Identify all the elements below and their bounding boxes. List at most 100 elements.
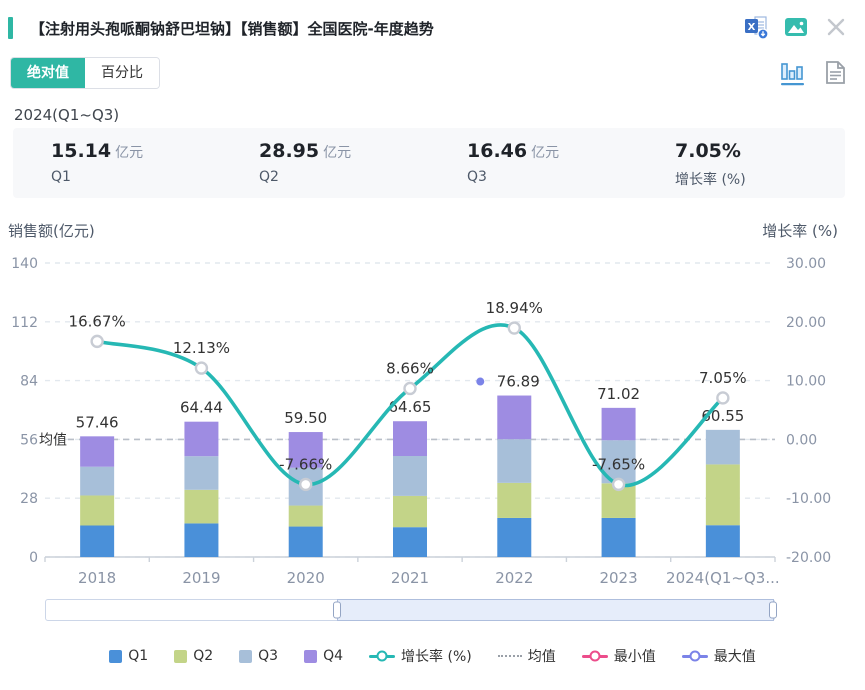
bar-segment-q2-2021[interactable] — [393, 495, 427, 528]
left-axis-tick: 28 — [20, 491, 38, 507]
left-axis-tick: 84 — [20, 374, 38, 390]
legend-item-[interactable]: 增长率 (%) — [369, 646, 472, 666]
stat-q2: 28.95 亿元 Q2 — [221, 128, 429, 198]
growth-point-2023[interactable] — [611, 477, 626, 492]
data-zoom-handle-right[interactable] — [769, 601, 777, 619]
bar-segment-q1-2023[interactable] — [601, 517, 636, 557]
stat-q1-label: Q1 — [51, 169, 71, 185]
absolute-value-tab[interactable]: 绝对值 — [11, 58, 85, 88]
left-axis-tick: 140 — [11, 256, 38, 272]
stat-growth-value: 7.05% — [675, 140, 741, 162]
bar-segment-q1-2024(Q1~Q3...[interactable] — [705, 525, 740, 557]
stat-q2-unit: 亿元 — [323, 145, 352, 161]
stat-growth: 7.05% 增长率 (%) — [637, 128, 845, 198]
x-axis-label: 2024(Q1~Q3... — [666, 569, 780, 587]
x-axis-label: 2018 — [78, 569, 116, 587]
legend-item-q3[interactable]: Q3 — [239, 648, 278, 664]
legend-item-[interactable]: 最大值 — [681, 646, 756, 666]
bar-segment-q4-2021[interactable] — [393, 421, 427, 456]
x-axis-label: 2020 — [287, 569, 325, 587]
stat-q2-label: Q2 — [259, 169, 279, 185]
growth-point-2022[interactable] — [507, 321, 521, 335]
legend-item-q2[interactable]: Q2 — [174, 648, 213, 664]
left-axis-tick: 56 — [20, 432, 38, 448]
data-zoom-slider[interactable] — [45, 599, 777, 621]
legend-label: Q1 — [128, 648, 149, 664]
data-zoom-handle-left[interactable] — [333, 601, 342, 619]
bar-segment-q1-2020[interactable] — [288, 526, 323, 557]
bar-segment-q3-2022[interactable] — [497, 439, 532, 483]
legend-item-q4[interactable]: Q4 — [304, 648, 343, 664]
x-axis-label: 2022 — [495, 569, 533, 587]
image-export-icon[interactable] — [783, 14, 809, 40]
growth-point-2019[interactable] — [194, 361, 209, 375]
legend-label: 最小值 — [613, 649, 656, 665]
stat-q1-value: 15.14 — [51, 140, 112, 162]
bar-segment-q3-2018[interactable] — [80, 466, 115, 496]
x-axis-label: 2019 — [182, 569, 220, 587]
legend-item-[interactable]: 最小值 — [581, 646, 656, 666]
bar-segment-q2-2020[interactable] — [288, 505, 323, 527]
report-view-icon[interactable] — [823, 59, 849, 87]
dialog-header: 【注射用头孢哌酮钠舒巴坦钠】【销售额】全国医院-年度趋势 X — [0, 0, 865, 56]
right-axis-tick: 0.00 — [786, 432, 817, 448]
max-value-dot — [476, 377, 485, 386]
growth-rate-label: -7.66% — [279, 455, 332, 473]
bar-segment-q4-2022[interactable] — [497, 395, 532, 440]
trend-chart[interactable]: 销售额(亿元) 增长率 (%) 140 30.00 112 20.00 84 10.00 56 0… — [0, 214, 865, 596]
bar-segment-q1-2021[interactable] — [393, 527, 427, 557]
bar-segment-q4-2018[interactable] — [80, 436, 115, 467]
right-axis-tick: 10.00 — [786, 374, 826, 390]
legend-line-marker-icon — [681, 650, 708, 662]
legend-line-marker-icon — [581, 650, 608, 662]
legend-line-marker-icon — [369, 650, 396, 662]
growth-point-2018[interactable] — [90, 334, 104, 349]
bar-segment-q2-2018[interactable] — [80, 495, 115, 526]
dialog-title: 【注射用头孢哌酮钠舒巴坦钠】【销售额】全国医院-年度趋势 — [30, 20, 434, 38]
right-axis-tick: 30.00 — [786, 256, 826, 272]
bar-segment-q3-2019[interactable] — [184, 456, 219, 490]
stat-q3-unit: 亿元 — [531, 145, 560, 161]
bar-segment-q4-2023[interactable] — [601, 407, 636, 441]
chart-legend: Q1 Q2 Q3 Q4 增长率 (%) 均值 最小值 最大值 — [0, 646, 865, 666]
legend-label: 增长率 (%) — [401, 649, 472, 665]
legend-item-q1[interactable]: Q1 — [109, 648, 148, 664]
growth-point-2021[interactable] — [403, 381, 417, 396]
left-axis-title: 销售额(亿元) — [8, 222, 95, 240]
mean-line-label: 均值 — [39, 432, 67, 448]
percentage-tab[interactable]: 百分比 — [85, 58, 159, 88]
growth-rate-label: 12.13% — [173, 339, 230, 357]
bar-segment-q4-2020[interactable] — [288, 432, 323, 468]
legend-item-[interactable]: 均值 — [497, 646, 556, 666]
growth-rate-label: 7.05% — [699, 369, 747, 387]
data-zoom-selection[interactable] — [337, 599, 774, 621]
controls-row: 绝对值 百分比 — [10, 57, 849, 91]
title-accent-bar — [8, 17, 13, 39]
legend-dotted-line-icon — [497, 655, 522, 657]
bar-total-label: 59.50 — [284, 409, 327, 427]
bar-segment-q1-2022[interactable] — [497, 517, 532, 557]
bar-segment-q1-2018[interactable] — [80, 525, 115, 558]
right-axis-tick: -20.00 — [786, 550, 831, 566]
bar-segment-q2-2024(Q1~Q3...[interactable] — [705, 464, 740, 526]
bar-total-label: 64.65 — [389, 398, 432, 416]
bar-segment-q2-2019[interactable] — [184, 489, 219, 524]
bar-segment-q3-2024(Q1~Q3...[interactable] — [705, 429, 740, 465]
excel-export-icon[interactable]: X — [743, 14, 769, 40]
bar-segment-q2-2022[interactable] — [497, 482, 532, 518]
right-axis-title: 增长率 (%) — [762, 222, 838, 240]
chart-view-icon[interactable] — [779, 59, 805, 87]
bar-segment-q4-2019[interactable] — [184, 421, 219, 457]
growth-point-2024(Q1~Q3...[interactable] — [716, 391, 730, 405]
legend-label: 均值 — [527, 649, 556, 665]
x-axis-label: 2021 — [391, 569, 429, 587]
bar-segment-q1-2019[interactable] — [184, 523, 219, 557]
growth-rate-label: 16.67% — [69, 312, 126, 330]
bar-segment-q3-2021[interactable] — [393, 455, 427, 496]
growth-point-2020[interactable] — [299, 477, 313, 492]
legend-swatch-icon — [109, 649, 123, 663]
period-label: 2024(Q1~Q3) — [14, 106, 120, 124]
close-icon[interactable] — [823, 14, 849, 40]
stat-growth-label: 增长率 (%) — [675, 172, 746, 188]
right-axis-tick: 20.00 — [786, 315, 826, 331]
